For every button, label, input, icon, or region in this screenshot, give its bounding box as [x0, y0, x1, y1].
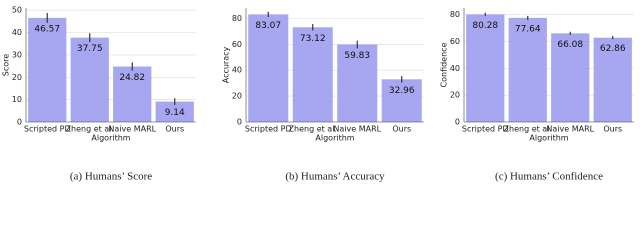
value-label: 59.83	[344, 51, 370, 61]
x-tick-label: Naive MARL	[546, 125, 594, 134]
y-tick-label: 0	[17, 118, 22, 127]
y-tick-label: 30	[12, 50, 22, 59]
y-tick-label: 10	[12, 95, 22, 104]
y-axis-label: Confidence	[440, 42, 449, 87]
x-tick-label: Ours	[392, 125, 411, 134]
y-tick-label: 20	[232, 92, 242, 101]
y-tick-label: 60	[232, 40, 242, 49]
y-tick-label: 40	[450, 64, 460, 73]
y-axis-label: Accuracy	[222, 46, 231, 83]
value-label: 46.57	[34, 24, 60, 34]
bar	[508, 17, 547, 122]
bar	[551, 33, 590, 122]
bar	[28, 17, 67, 123]
value-label: 37.75	[77, 44, 103, 54]
bar	[70, 37, 109, 122]
y-tick-label: 60	[450, 37, 460, 46]
figure: 0 10 20 30 40 50 46.57 Scripted PD 37.75 Zheng et…	[2, 6, 634, 183]
x-tick-label: Scripted PD	[462, 125, 509, 134]
y-tick-label: 80	[450, 10, 460, 19]
x-tick-label: Scripted PD	[245, 125, 292, 134]
x-tick-label: Naive MARL	[333, 125, 381, 134]
y-tick-label: 80	[232, 14, 242, 23]
x-axis-label: Algorithm	[91, 134, 130, 143]
value-label: 62.86	[600, 44, 626, 54]
x-tick-label: Ours	[603, 125, 622, 134]
caption: (b) Humans’ Accuracy	[285, 171, 385, 183]
x-tick-label: Scripted PD	[24, 125, 71, 134]
y-tick-label: 20	[12, 73, 22, 82]
value-label: 80.28	[472, 21, 498, 31]
bar	[381, 79, 422, 122]
x-tick-label: Zheng et al.	[289, 125, 337, 134]
y-tick-label: 50	[12, 6, 22, 15]
x-tick-label: Zheng et al.	[504, 125, 552, 134]
y-tick-label: 20	[450, 91, 460, 100]
value-label: 66.08	[557, 40, 583, 50]
y-tick-label: 0	[237, 118, 242, 127]
bar	[593, 37, 632, 122]
caption: (a) Humans’ Score	[70, 171, 152, 183]
y-tick-label: 40	[12, 28, 22, 37]
value-label: 32.96	[389, 86, 415, 96]
x-axis-label: Algorithm	[315, 134, 354, 143]
value-label: 24.82	[119, 73, 145, 83]
value-label: 9.14	[165, 108, 185, 118]
bar	[113, 66, 152, 122]
bar	[466, 14, 505, 122]
x-tick-label: Ours	[165, 125, 184, 134]
y-axis-label: Score	[2, 54, 11, 76]
bar	[292, 27, 333, 122]
bar	[337, 44, 378, 123]
y-tick-label: 0	[455, 118, 460, 127]
x-tick-label: Naive MARL	[108, 125, 156, 134]
caption: (c) Humans’ Confidence	[495, 171, 603, 183]
x-axis-label: Algorithm	[529, 134, 568, 143]
value-label: 83.07	[255, 21, 281, 31]
value-label: 73.12	[300, 34, 326, 44]
bar	[155, 101, 194, 122]
bar	[248, 14, 289, 123]
y-tick-label: 40	[232, 66, 242, 75]
value-label: 77.64	[515, 24, 541, 34]
x-tick-label: Zheng et al.	[66, 125, 114, 134]
